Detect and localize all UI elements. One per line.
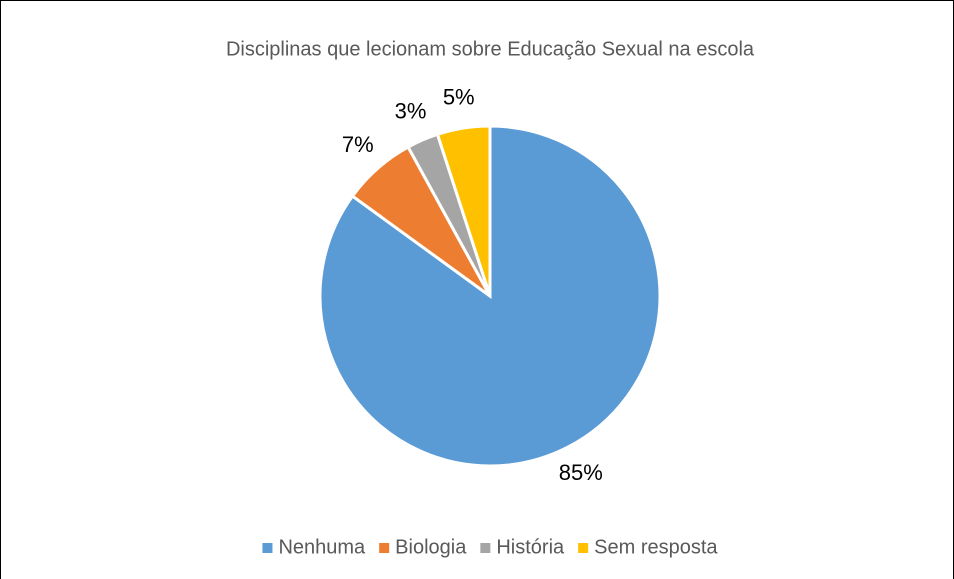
chart-title: Disciplinas que lecionam sobre Educação … — [226, 38, 755, 60]
data-label: 3% — [395, 98, 427, 123]
legend-label: Biologia — [395, 536, 467, 558]
legend-label: Sem resposta — [594, 536, 718, 558]
legend-swatch — [262, 543, 273, 553]
legend-swatch — [578, 543, 589, 553]
data-label: 85% — [559, 460, 603, 485]
legend-label: Nenhuma — [278, 536, 366, 558]
pie-slice — [435, 124, 492, 297]
data-label: 7% — [342, 132, 374, 157]
legend-swatch — [480, 543, 491, 553]
legend-label: História — [496, 536, 565, 558]
data-label: 5% — [443, 84, 475, 109]
pie-slice — [318, 124, 662, 468]
legend-swatch — [379, 543, 390, 553]
